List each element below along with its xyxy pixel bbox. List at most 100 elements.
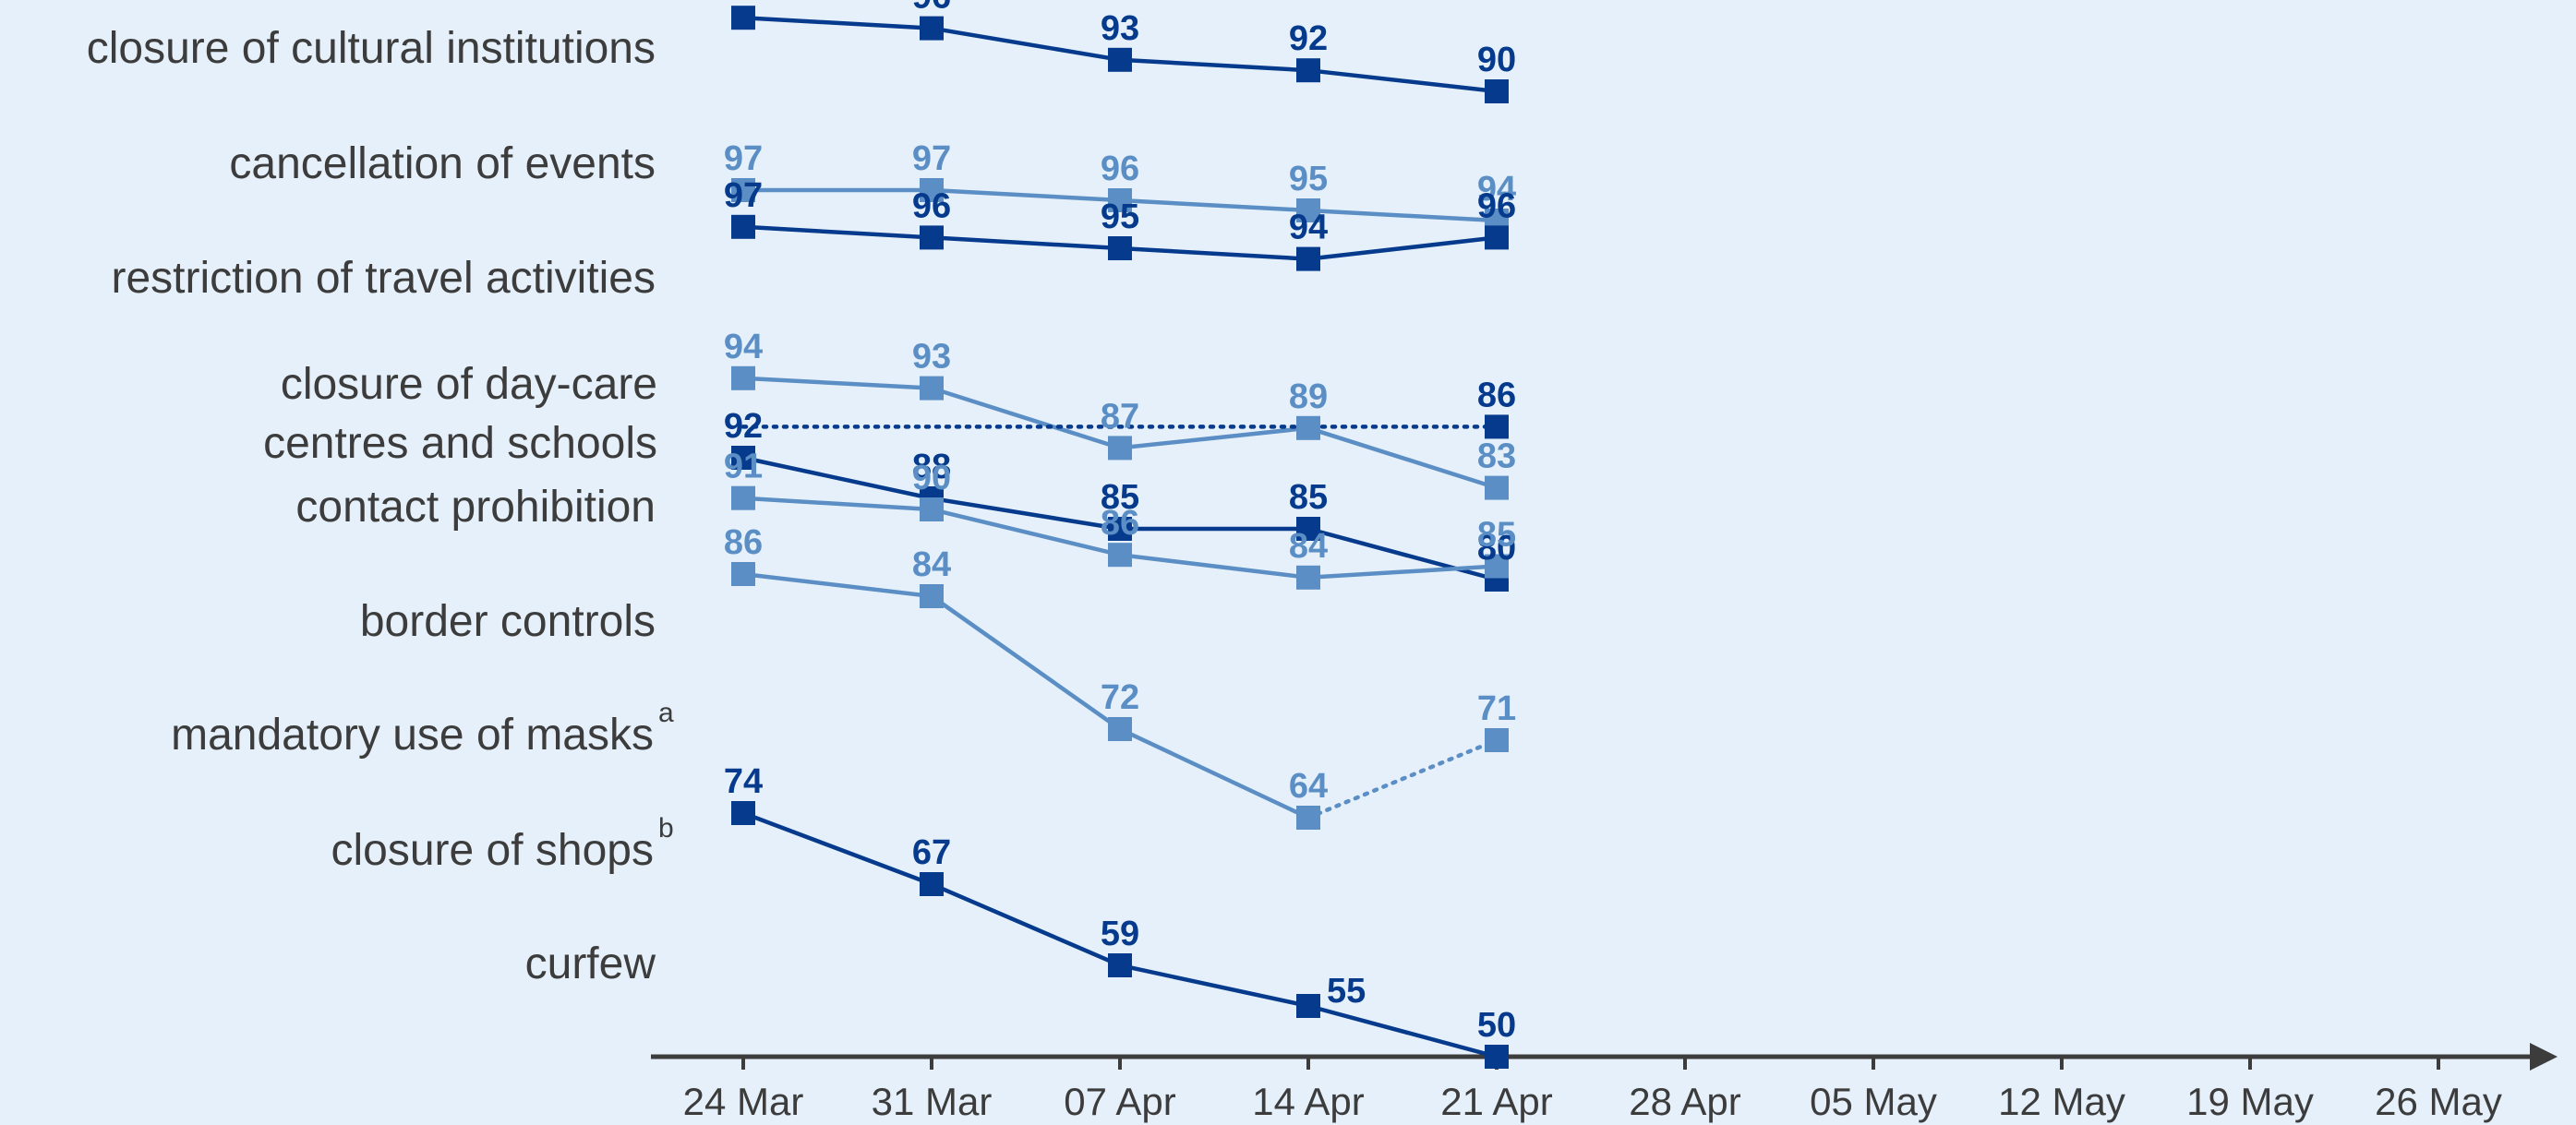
data-point (1296, 246, 1320, 271)
data-point (1108, 717, 1132, 741)
data-point (1296, 58, 1320, 83)
series-label-border-controls: border controls (360, 597, 656, 646)
data-point (920, 225, 944, 250)
data-point (1296, 415, 1320, 440)
data-label: 59 (1101, 915, 1139, 953)
data-point (1108, 543, 1132, 568)
data-point (1108, 953, 1132, 977)
series-label-closure-of-cultural-institutions: closure of cultural institutions (87, 24, 656, 73)
data-label: 93 (1101, 9, 1139, 48)
data-point (920, 16, 944, 41)
data-labels: 9796939290979796959497969594969493878983… (724, 0, 1516, 1045)
data-point (731, 562, 755, 586)
data-point (1296, 198, 1320, 222)
x-tick-label: 19 May (2186, 1080, 2314, 1123)
data-label: 88 (912, 448, 951, 486)
data-label: 67 (912, 833, 951, 872)
data-label: 74 (724, 762, 763, 801)
x-tick-label: 24 Mar (683, 1080, 804, 1123)
data-label: 94 (1477, 170, 1516, 209)
data-point (1296, 565, 1320, 590)
data-point (1108, 436, 1132, 461)
data-point (1296, 806, 1320, 830)
data-label: 89 (1289, 377, 1328, 416)
data-label: 97 (724, 176, 763, 215)
series-label-mandatory-use-of-masks: mandatory use of masks (171, 711, 654, 760)
data-point (1485, 475, 1509, 500)
data-point (920, 497, 944, 521)
data-point (1485, 554, 1509, 579)
data-point (731, 6, 755, 30)
data-label: 72 (1101, 678, 1139, 717)
data-label: 96 (1101, 150, 1139, 188)
series-line (742, 571, 1309, 820)
data-label: 96 (1477, 186, 1516, 225)
data-point (1485, 728, 1509, 752)
series-label-curfew: curfew (525, 939, 656, 988)
data-label: 90 (1477, 41, 1516, 79)
data-label: 85 (1101, 478, 1139, 517)
x-tick-label: 31 Mar (872, 1080, 993, 1123)
data-label: 97 (912, 139, 951, 178)
data-point (1108, 188, 1132, 212)
data-label: 94 (1289, 209, 1328, 247)
data-label: 84 (912, 545, 951, 584)
x-axis-arrow (2530, 1043, 2558, 1071)
data-point (731, 178, 755, 202)
data-label: 95 (1289, 160, 1328, 198)
data-label: 96 (912, 0, 951, 17)
data-label: 80 (1477, 529, 1516, 568)
data-point (920, 584, 944, 608)
data-label: 97 (724, 139, 763, 178)
series-label-contact-prohibition: contact prohibition (295, 483, 656, 532)
data-point (1108, 47, 1132, 72)
data-point (920, 178, 944, 202)
data-label: 71 (1477, 689, 1516, 728)
data-label: 85 (1477, 516, 1516, 555)
x-axis: 24 Mar 31 Mar 07 Apr 14 Apr 21 Apr 28 Apr 05 M… (651, 1043, 2558, 1123)
series-line-dotted (1306, 737, 1499, 820)
data-label: 93 (912, 338, 951, 377)
data-label: 87 (1101, 397, 1139, 436)
data-label: 55 (1327, 972, 1366, 1011)
data-point (731, 365, 755, 390)
data-point (1296, 994, 1320, 1018)
data-label: 91 (724, 448, 763, 486)
series-label-closure-of-shops: closure of shops (331, 826, 654, 875)
data-point (1485, 79, 1509, 103)
x-tick-label: 28 Apr (1629, 1080, 1740, 1123)
data-point (731, 801, 755, 825)
data-point (1296, 517, 1320, 541)
data-label: 95 (1101, 197, 1139, 236)
series-footnote-b: b (658, 813, 674, 844)
x-tick-label: 14 Apr (1252, 1080, 1364, 1123)
series-label-closure-of-day-care-centres-and-schools-line2: centres and schools (263, 419, 657, 468)
series-label-restriction-of-travel-activities: restriction of travel activities (111, 254, 656, 303)
x-tick-label: 26 May (2375, 1080, 2502, 1123)
data-label: 86 (1477, 376, 1516, 414)
data-label: 85 (1289, 478, 1328, 517)
data-label: 92 (724, 407, 763, 446)
data-label: 50 (1477, 1006, 1516, 1045)
series-points (731, 6, 1509, 1069)
data-point (731, 214, 755, 239)
data-point (920, 872, 944, 896)
series-footnote-a: a (658, 698, 674, 728)
x-tick-label: 21 Apr (1440, 1080, 1552, 1123)
x-tick-label: 05 May (1810, 1080, 1937, 1123)
data-point (731, 485, 755, 510)
series-label-closure-of-day-care-centres-and-schools-line1: closure of day-care (281, 360, 657, 409)
data-point (1485, 414, 1509, 439)
x-tick-label: 12 May (1998, 1080, 2125, 1123)
series-label-cancellation-of-events: cancellation of events (229, 139, 656, 188)
data-label: 86 (1101, 504, 1139, 543)
data-point (1108, 517, 1132, 541)
data-label: 92 (1289, 19, 1328, 58)
category-labels: closure of cultural institutions cancella… (87, 24, 674, 988)
data-label: 96 (912, 186, 951, 225)
data-label: 97 (724, 0, 763, 6)
data-point (1485, 1045, 1509, 1069)
x-tick-label: 07 Apr (1064, 1080, 1175, 1123)
data-point (731, 446, 755, 470)
